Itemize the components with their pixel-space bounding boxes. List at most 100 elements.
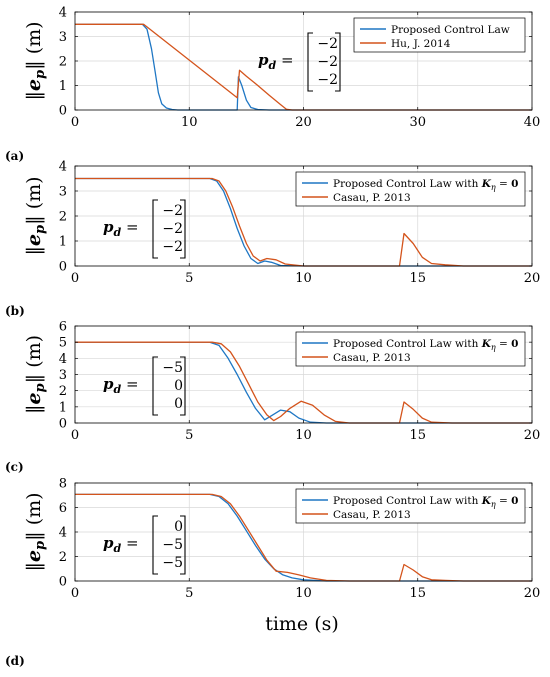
y-tick-label: 0 [59, 104, 67, 119]
matrix-bracket-right [180, 515, 186, 575]
matrix-entry-1: −5 [162, 360, 183, 376]
legend-label-1: Proposed Control Law with Kη = 0 [333, 338, 518, 352]
x-tick-label: 0 [71, 428, 79, 443]
x-tick-label: 20 [524, 428, 541, 443]
matrix-entry-3: 0 [174, 396, 183, 412]
matrix-bracket-left [307, 32, 313, 92]
y-axis-label: ‖ep‖ (m) [23, 492, 48, 571]
panel-label: (a) [5, 149, 24, 163]
y-tick-label: 5 [59, 336, 67, 351]
x-tick-label: 5 [185, 271, 193, 286]
x-tick-label: 0 [71, 586, 79, 601]
pd-label: pd = [103, 534, 139, 555]
y-tick-label: 6 [59, 501, 67, 516]
matrix-bracket-right [180, 356, 186, 416]
legend-box [295, 331, 526, 367]
y-tick-label: 3 [59, 185, 67, 200]
matrix-bracket-left [152, 515, 158, 575]
x-tick-label: 5 [185, 428, 193, 443]
panel-label: (d) [5, 654, 25, 668]
legend-label-1: Proposed Control Law [391, 24, 510, 36]
series-line-2 [75, 177, 532, 267]
x-tick-label: 15 [409, 271, 426, 286]
matrix-entry-2: −5 [162, 537, 183, 553]
y-tick-label: 0 [59, 575, 67, 590]
y-tick-label: 3 [59, 30, 67, 45]
panel-label: (b) [5, 304, 25, 318]
x-tick-label: 40 [524, 115, 541, 130]
x-tick-label: 20 [524, 586, 541, 601]
legend-label-1: Proposed Control Law with Kη = 0 [333, 495, 518, 509]
matrix-entry-2: −2 [162, 221, 183, 237]
pd-label: pd = [103, 375, 139, 396]
series-line-1 [75, 493, 532, 582]
x-tick-label: 10 [181, 115, 198, 130]
y-tick-label: 1 [59, 79, 67, 94]
y-axis-label: ‖ep‖ (m) [23, 176, 48, 255]
matrix-entry-3: −2 [162, 239, 183, 255]
matrix-bracket-left [152, 356, 158, 416]
chart-panel-1: 0 10 20 30 40 0 1 2 3 4 ‖ep‖ (m) Proposed Control L… [5, 6, 540, 164]
y-tick-label: 1 [59, 400, 67, 415]
series-line-1 [75, 341, 532, 424]
y-tick-label: 0 [59, 260, 67, 275]
pd-label: pd = [103, 218, 139, 239]
matrix-entry-3: −5 [162, 555, 183, 571]
matrix-entry-1: −2 [317, 36, 338, 52]
matrix-bracket-right [335, 32, 341, 92]
y-tick-label: 8 [59, 477, 67, 492]
y-axis-label: ‖ep‖ (m) [23, 335, 48, 414]
legend-label-2: Casau, P. 2013 [333, 352, 411, 364]
y-tick-label: 1 [59, 235, 67, 250]
matrix-bracket-right [180, 199, 186, 259]
legend-box [295, 171, 526, 207]
x-tick-label: 20 [295, 115, 312, 130]
x-tick-label: 0 [71, 115, 79, 130]
pd-annotation: pd = −2 −2 −2 [103, 199, 186, 259]
matrix-entry-2: 0 [174, 378, 183, 394]
y-tick-label: 2 [59, 384, 67, 399]
series-line-2 [75, 341, 532, 424]
y-tick-label: 6 [59, 320, 67, 335]
x-tick-label: 10 [295, 586, 312, 601]
matrix-entry-1: −2 [162, 203, 183, 219]
legend-label-2: Casau, P. 2013 [333, 192, 411, 204]
x-tick-label: 0 [71, 271, 79, 286]
x-axis-label: time (s) [265, 613, 339, 635]
y-tick-label: 2 [59, 550, 67, 565]
matrix-entry-1: 0 [174, 519, 183, 535]
pd-annotation: pd = −2 −2 −2 [258, 32, 341, 92]
y-tick-label: 3 [59, 368, 67, 383]
x-tick-label: 5 [185, 586, 193, 601]
matrix-bracket-left [152, 199, 158, 259]
y-tick-label: 4 [59, 352, 67, 367]
panel-label: (c) [5, 460, 24, 474]
legend-label-2: Hu, J. 2014 [391, 38, 451, 50]
series-line-2 [75, 493, 532, 582]
y-tick-label: 0 [59, 417, 67, 432]
y-tick-label: 2 [59, 55, 67, 70]
y-axis-label: ‖ep‖ (m) [23, 21, 48, 100]
matrix-entry-3: −2 [317, 72, 338, 88]
pd-annotation: pd = −5 0 0 [103, 356, 186, 416]
pd-label: pd = [258, 51, 294, 72]
pd-annotation: pd = 0 −5 −5 [103, 515, 186, 575]
x-tick-label: 10 [295, 271, 312, 286]
legend-box [295, 488, 526, 524]
legend-label-1: Proposed Control Law with Kη = 0 [333, 178, 518, 192]
x-tick-label: 15 [409, 586, 426, 601]
series-line-1 [75, 177, 532, 267]
y-tick-label: 4 [59, 526, 67, 541]
x-tick-label: 30 [409, 115, 426, 130]
x-tick-label: 15 [409, 428, 426, 443]
series-line-2 [75, 23, 532, 111]
x-tick-label: 10 [295, 428, 312, 443]
y-tick-label: 4 [59, 6, 67, 21]
legend-box [353, 17, 526, 53]
x-tick-label: 20 [524, 271, 541, 286]
legend-label-2: Casau, P. 2013 [333, 509, 411, 521]
chart-panel-4: 0 5 10 15 20 0 2 4 6 8 ‖ep‖ (m) Proposed Control La… [5, 477, 540, 669]
y-tick-label: 2 [59, 210, 67, 225]
